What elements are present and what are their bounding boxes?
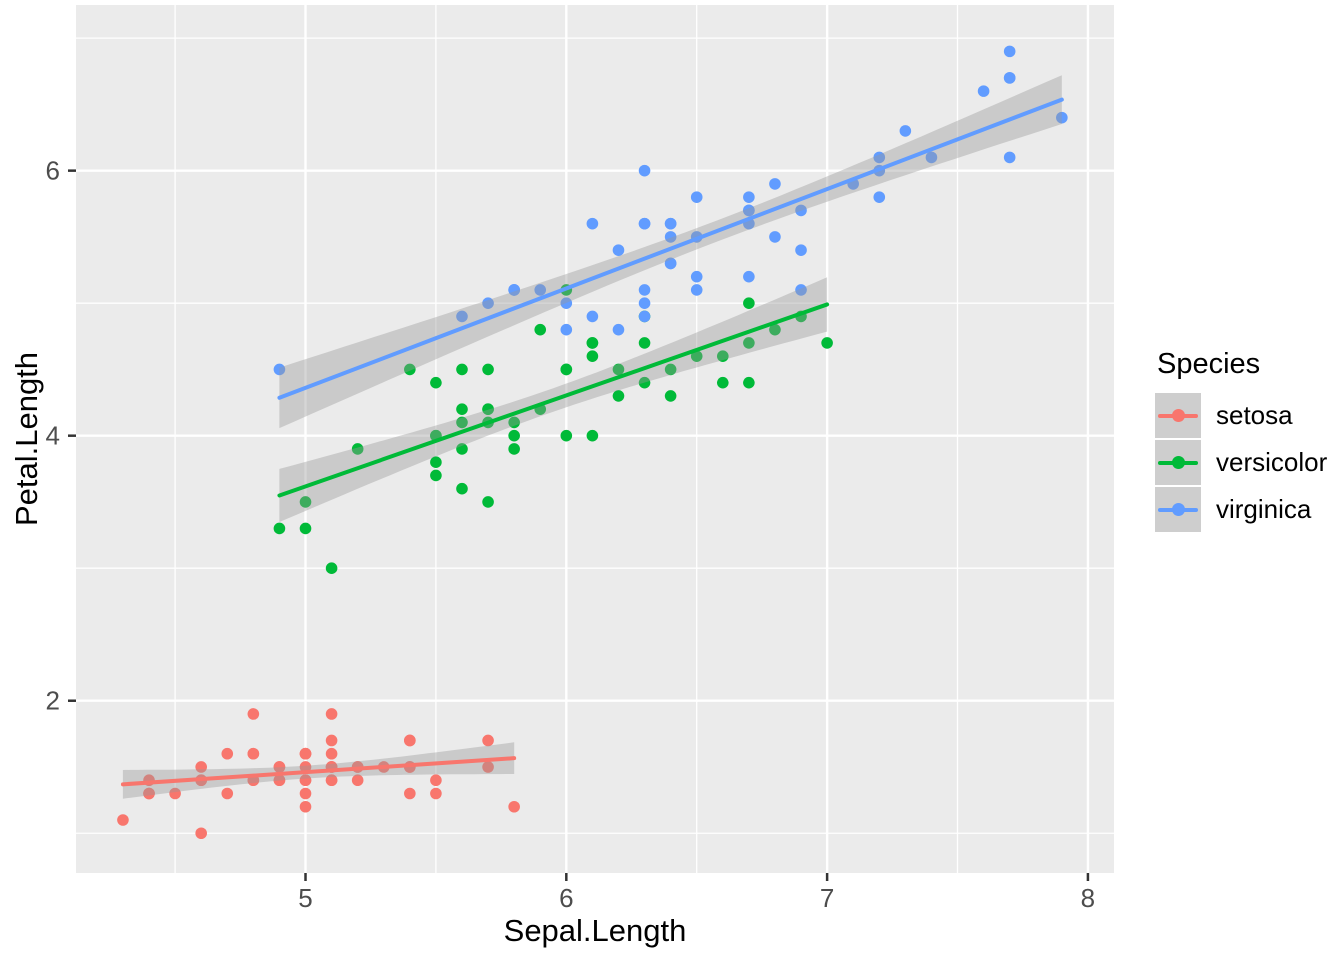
legend: Species setosa versicolor virginica — [1155, 349, 1327, 534]
legend-point-icon — [1171, 456, 1185, 469]
y-tick-label: 6 — [46, 156, 60, 186]
regression-line-virginica — [277, 97, 1064, 400]
legend-item-versicolor: versicolor — [1155, 440, 1327, 485]
axis-ticks — [68, 169, 1090, 881]
x-tick-label: 6 — [559, 883, 573, 913]
x-axis-title: Sepal.Length — [503, 913, 687, 948]
y-tick-label: 4 — [46, 421, 60, 451]
x-tick-label: 8 — [1081, 883, 1095, 913]
scatter-points-versicolor — [273, 284, 833, 575]
legend-label: versicolor — [1216, 447, 1328, 477]
axis-tick-labels: 5 6 7 8 2 4 6 — [46, 156, 1096, 913]
legend-point-icon — [1171, 409, 1185, 422]
x-tick-label: 7 — [820, 883, 834, 913]
y-axis-title: Petal.Length — [9, 351, 44, 527]
y-tick-label: 2 — [46, 686, 60, 716]
legend-label: setosa — [1216, 400, 1293, 430]
legend-point-icon — [1171, 503, 1185, 516]
scatter-points-virginica — [273, 45, 1068, 376]
legend-key-smooth-icon — [1155, 440, 1201, 485]
legend-item-virginica: virginica — [1155, 487, 1327, 532]
legend-key-smooth-icon — [1155, 487, 1201, 532]
legend-title: Species — [1157, 348, 1261, 380]
x-tick-label: 5 — [298, 883, 312, 913]
ci-band-virginica — [279, 75, 1062, 429]
data-layer — [117, 45, 1068, 840]
regression-line-setosa — [120, 756, 517, 787]
legend-item-setosa: setosa — [1155, 393, 1327, 438]
regression-line-versicolor — [277, 302, 830, 498]
legend-key-smooth-icon — [1155, 393, 1201, 438]
legend-label: virginica — [1216, 494, 1312, 524]
